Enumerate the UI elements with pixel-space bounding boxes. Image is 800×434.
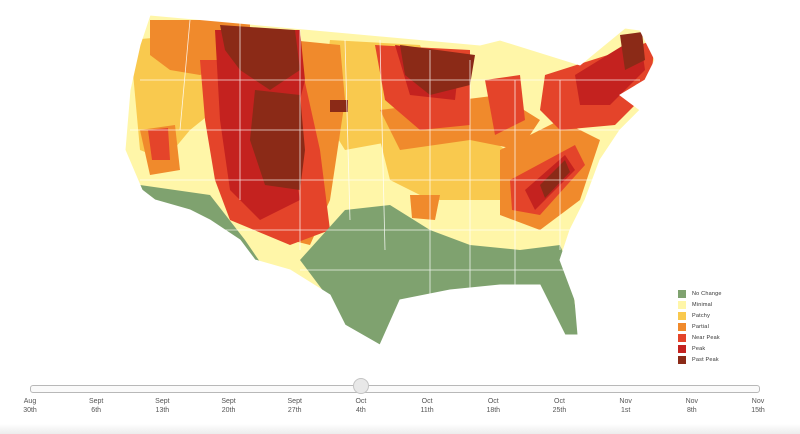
tick-day: 1st <box>620 407 631 414</box>
tick-month: Oct <box>355 398 367 405</box>
tick-month: Oct <box>421 398 433 405</box>
timeline-tick-label[interactable]: Aug 30th <box>10 397 50 415</box>
timeline-tick-label[interactable]: Oct 18th <box>473 397 513 415</box>
region-past-peak-maine <box>620 32 645 70</box>
legend-label: Near Peak <box>692 335 720 341</box>
us-foliage-map-svg <box>124 14 656 346</box>
foliage-map <box>124 14 656 346</box>
tick-day: 27th <box>287 407 302 414</box>
legend-swatch <box>678 290 686 298</box>
tick-month: Aug <box>23 398 37 405</box>
legend-swatch <box>678 312 686 320</box>
tick-month: Nov <box>751 398 765 405</box>
legend-swatch <box>678 345 686 353</box>
legend-label: Partial <box>692 324 709 330</box>
timeline-tick-label[interactable]: Sept 6th <box>76 397 116 415</box>
timeline-tick-label[interactable]: Sept 27th <box>275 397 315 415</box>
legend: No Change Minimal Patchy Partial Near Peak Pe… <box>678 290 722 364</box>
legend-item: Past Peak <box>678 356 722 364</box>
timeline-tick-label[interactable]: Nov 8th <box>672 397 712 415</box>
timeline-slider-handle[interactable] <box>352 378 369 394</box>
tick-day: 30th <box>23 407 37 414</box>
legend-label: Minimal <box>692 302 713 308</box>
timeline-tick-label[interactable]: Sept 20th <box>209 397 249 415</box>
timeline-tick-label[interactable]: Nov 1st <box>606 397 646 415</box>
legend-label: No Change <box>692 291 722 297</box>
tick-month: Oct <box>487 398 499 405</box>
region-past-peak-north-woods <box>400 45 475 95</box>
legend-label: Past Peak <box>692 357 719 363</box>
date-timeline[interactable]: Aug 30th Sept 6th Sept 13th Sept 20th Sept 27th Oc… <box>0 375 800 434</box>
tick-day: 25th <box>552 407 567 414</box>
legend-swatch <box>678 323 686 331</box>
timeline-tick-label[interactable]: Oct 11th <box>407 397 447 415</box>
tick-month: Oct <box>554 398 565 405</box>
legend-swatch <box>678 356 686 364</box>
region-past-peak-black-hills <box>330 100 348 112</box>
tick-month: Sept <box>221 398 236 405</box>
legend-label: Patchy <box>692 313 711 319</box>
tick-day: 18th <box>486 407 501 414</box>
tick-month: Sept <box>88 398 104 405</box>
region-past-peak-colorado <box>250 90 305 190</box>
region-near-peak-sierra <box>148 128 170 160</box>
legend-item: Near Peak <box>678 334 722 342</box>
state-borders <box>130 19 640 300</box>
tick-day: 4th <box>356 407 366 414</box>
region-past-peak-blue-ridge <box>540 160 570 198</box>
timeline-tick-label[interactable]: Oct 25th <box>539 397 579 415</box>
timeline-tick-label[interactable]: Oct 4th <box>341 397 381 415</box>
timeline-tick-label[interactable]: Nov 15th <box>738 397 778 415</box>
timeline-tick-label[interactable]: Sept 13th <box>142 397 182 415</box>
legend-item: No Change <box>678 290 722 298</box>
tick-day: 20th <box>221 407 236 414</box>
tick-day: 11th <box>420 407 434 414</box>
legend-item: Patchy <box>678 312 722 320</box>
legend-item: Partial <box>678 323 722 331</box>
tick-day: 15th <box>751 407 765 414</box>
tick-day: 13th <box>155 407 170 414</box>
tick-month: Nov <box>619 398 632 405</box>
legend-swatch <box>678 334 686 342</box>
tick-day: 6th <box>91 407 102 414</box>
region-no-change-south <box>300 205 580 345</box>
legend-item: Minimal <box>678 301 722 309</box>
legend-label: Peak <box>692 346 706 352</box>
bottom-shade <box>0 424 800 434</box>
timeline-track[interactable] <box>30 385 760 393</box>
tick-month: Sept <box>287 398 302 405</box>
region-partial-ozarks <box>410 195 440 220</box>
tick-month: Sept <box>155 398 170 405</box>
legend-item: Peak <box>678 345 722 353</box>
tick-day: 8th <box>686 407 697 414</box>
legend-swatch <box>678 301 686 309</box>
foliage-regions <box>125 15 655 345</box>
tick-month: Nov <box>685 398 699 405</box>
